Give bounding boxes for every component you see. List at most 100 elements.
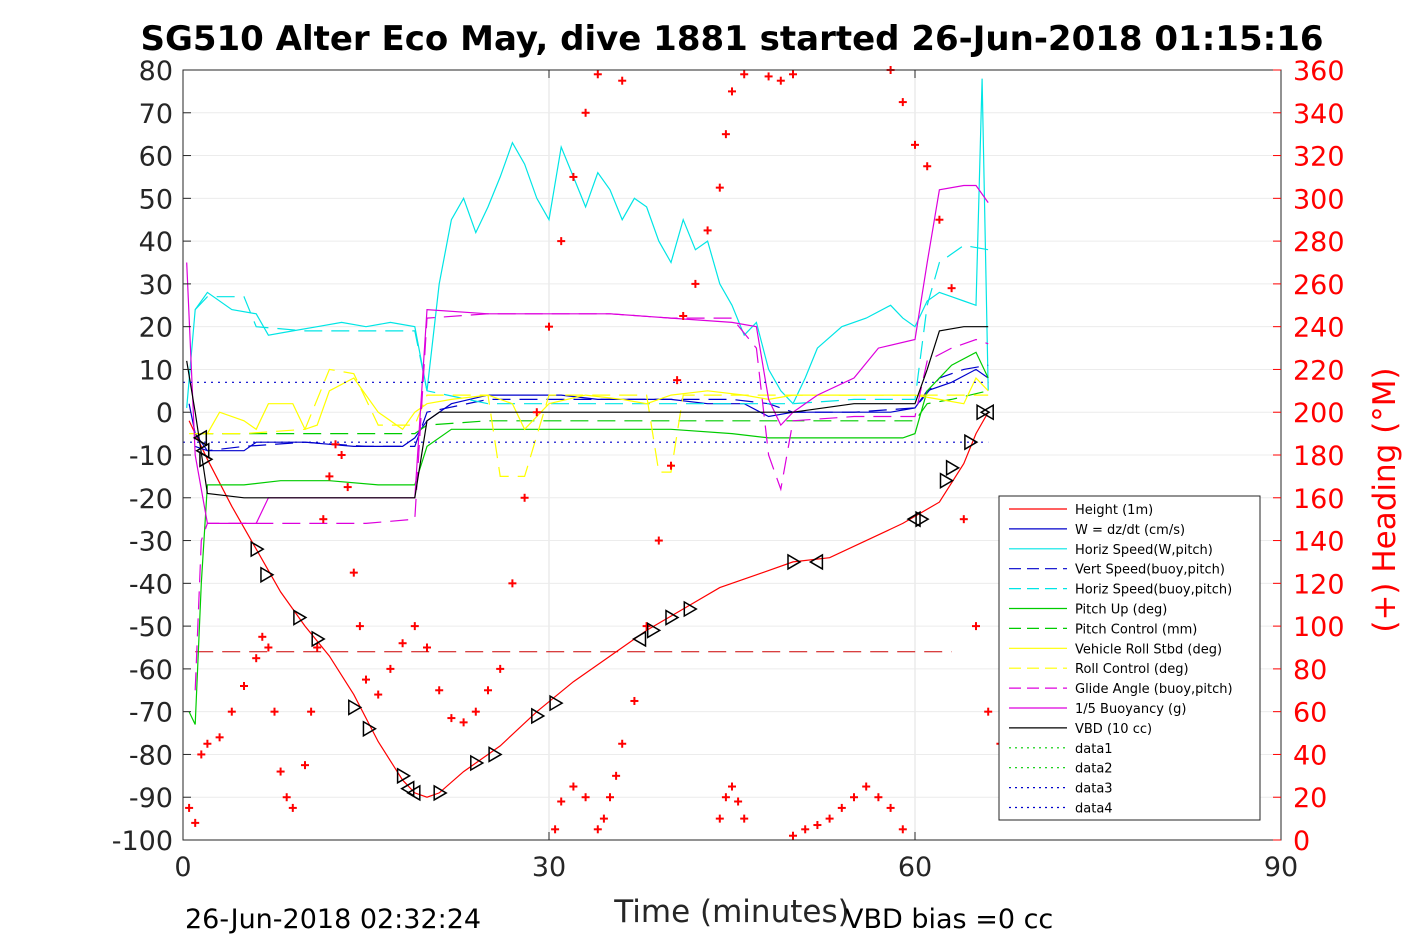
direction-marker [396, 767, 412, 785]
heading-point [410, 622, 419, 631]
heading-point [569, 172, 578, 181]
legend-label: Pitch Control (mm) [1075, 622, 1197, 637]
y2-tick-label: 240 [1293, 313, 1345, 344]
legend-label: Horiz Speed(W,pitch) [1075, 543, 1213, 558]
y2-tick-label: 160 [1293, 484, 1345, 515]
y-tick-label: 60 [139, 142, 173, 173]
y-tick-label: 40 [139, 227, 173, 258]
heading-point [947, 284, 956, 293]
direction-marker [945, 459, 961, 477]
y-tick-label: 50 [139, 184, 173, 215]
heading-point [673, 376, 682, 385]
direction-marker [646, 622, 662, 639]
y2-tick-label: 20 [1293, 783, 1327, 814]
legend-label: data4 [1075, 802, 1113, 817]
heading-point [612, 771, 621, 780]
series-line-6 [195, 390, 989, 435]
heading-point [264, 643, 273, 652]
heading-point [618, 76, 627, 85]
y2-tick-label: 0 [1293, 826, 1310, 857]
heading-point [319, 515, 328, 524]
direction-marker [433, 784, 448, 802]
legend-label: Roll Control (deg) [1075, 662, 1189, 677]
x-axis-label: Time (minutes) [613, 894, 849, 930]
heading-point [557, 237, 566, 246]
heading-point [496, 664, 505, 673]
y2-tick-label: 300 [1293, 184, 1345, 215]
heading-point [862, 782, 871, 791]
series-line-1 [188, 368, 989, 452]
y2-tick-label: 100 [1293, 612, 1345, 643]
footer-vbd-bias: VBD bias =0 cc [845, 904, 1053, 935]
heading-point [581, 108, 590, 117]
legend-label: Glide Angle (buoy,pitch) [1075, 682, 1233, 697]
heading-point [837, 803, 846, 812]
direction-marker [665, 609, 680, 626]
heading-point [215, 733, 224, 742]
direction-marker [192, 429, 208, 447]
heading-point [599, 814, 608, 823]
direction-marker [260, 566, 275, 584]
legend: Height (1m) W = dz/dt (cm/s) Horiz Speed(W… [998, 495, 1261, 821]
x-tick-label: 90 [1264, 852, 1298, 883]
heading-point [984, 707, 993, 716]
direction-marker [915, 510, 930, 528]
legend-label: Pitch Up (deg) [1075, 603, 1167, 618]
legend-label: 1/5 Buoyancy (g) [1075, 702, 1186, 717]
direction-marker [199, 450, 214, 468]
heading-point [667, 461, 675, 470]
y-tick-label: -30 [129, 527, 173, 558]
heading-point [447, 714, 456, 723]
y-tick-label: 70 [139, 99, 173, 130]
direction-marker [683, 600, 698, 618]
y-tick-label: -80 [129, 740, 173, 771]
heading-point [935, 215, 944, 224]
heading-point [923, 162, 932, 171]
legend-box [998, 495, 1261, 821]
heading-point [191, 818, 200, 827]
y-tick-label: -40 [129, 569, 173, 600]
direction-marker [906, 510, 921, 528]
heading-point [654, 536, 663, 545]
direction-marker [362, 720, 377, 738]
heading-point [532, 408, 541, 417]
y2-tick-label: 140 [1293, 527, 1345, 558]
heading-point [276, 767, 285, 776]
y-tick-label: 30 [139, 270, 173, 301]
heading-point [898, 825, 907, 834]
heading-point [203, 739, 212, 748]
y2-tick-label: 340 [1293, 99, 1345, 130]
legend-label: data2 [1075, 762, 1113, 777]
heading-point [874, 793, 883, 802]
heading-point [325, 472, 334, 481]
x-tick-label: 30 [532, 852, 566, 883]
heading-point [789, 831, 797, 840]
direction-marker [293, 609, 308, 626]
heading-point [484, 686, 492, 695]
y-tick-label: -90 [129, 783, 173, 814]
ticks-layer: 0 30 60 9080706050403020100-10-20-30-40-50-… [112, 56, 1345, 883]
heading-point [959, 515, 968, 524]
heading-point [355, 622, 364, 631]
direction-marker [311, 630, 326, 648]
heading-point [679, 311, 688, 320]
y-tick-label: 80 [139, 56, 173, 87]
heading-point [386, 664, 395, 673]
direction-marker [549, 694, 564, 712]
direction-marker [406, 784, 421, 802]
heading-point [374, 690, 383, 699]
heading-point [898, 98, 907, 107]
heading-point [471, 707, 480, 716]
heading-point [362, 675, 370, 684]
direction-marker [250, 540, 265, 558]
heading-point [728, 87, 736, 96]
series-line-3 [195, 364, 989, 452]
heading-point [581, 793, 590, 802]
y2-tick-label: 360 [1293, 56, 1345, 87]
direction-marker [979, 403, 994, 421]
y2-tick-label: 260 [1293, 270, 1345, 301]
heading-point [423, 643, 431, 652]
direction-marker [808, 553, 824, 571]
heading-point [721, 130, 730, 139]
